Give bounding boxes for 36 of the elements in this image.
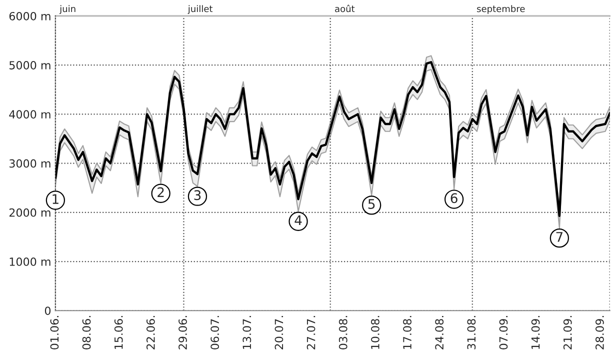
y-tick-label: 1000 m xyxy=(10,257,50,266)
annotation: 1 xyxy=(52,194,58,204)
annotation: 5 xyxy=(368,199,375,209)
ref-line-label: septembre xyxy=(477,5,525,14)
ref-line-label: août xyxy=(335,4,355,12)
annotation: 4 xyxy=(294,215,302,226)
annotation: 2 xyxy=(158,187,164,198)
x-tick-label: 31.08. xyxy=(467,316,476,350)
y-tick-label: 4000 m xyxy=(9,110,50,119)
x-tick-label: 03.08. xyxy=(338,316,348,350)
x-tick-label: 28.09. xyxy=(595,316,604,350)
annotation: 3 xyxy=(194,190,201,200)
y-tick-label: 2000 m xyxy=(9,208,50,217)
y-tick-label: 5000 m xyxy=(10,61,50,70)
y-tick-label: 6000 m xyxy=(9,12,50,20)
y-tick-label: 3000 m xyxy=(9,159,50,168)
x-tick-label: 08.06. xyxy=(82,316,91,350)
x-tick-label: 27.07. xyxy=(306,316,316,350)
x-tick-label: 14.09. xyxy=(531,316,540,349)
x-tick-label: 15.06. xyxy=(114,316,123,349)
x-tick-label: 07.09. xyxy=(499,316,508,350)
x-tick-label: 01.06. xyxy=(50,316,59,350)
x-tick-label: 24.08. xyxy=(435,316,444,350)
annotation: 7 xyxy=(556,232,563,242)
x-tick-label: 21.09. xyxy=(563,316,572,350)
x-tick-label: 22.06. xyxy=(146,316,155,350)
text: juin xyxy=(59,5,76,14)
x-tick-label: 29.06. xyxy=(178,316,187,350)
annotation: 6 xyxy=(450,193,458,204)
x-tick-label: 10.08. xyxy=(370,316,380,349)
y-tick-label: 0 xyxy=(44,306,51,316)
x-tick-label: 06.07. xyxy=(210,316,220,350)
x-tick-label: 13.07. xyxy=(242,316,252,349)
ref-line-label: juillet xyxy=(188,5,213,14)
x-tick-label: 20.07. xyxy=(274,316,284,350)
x-tick-label: 17.08. xyxy=(403,316,412,349)
